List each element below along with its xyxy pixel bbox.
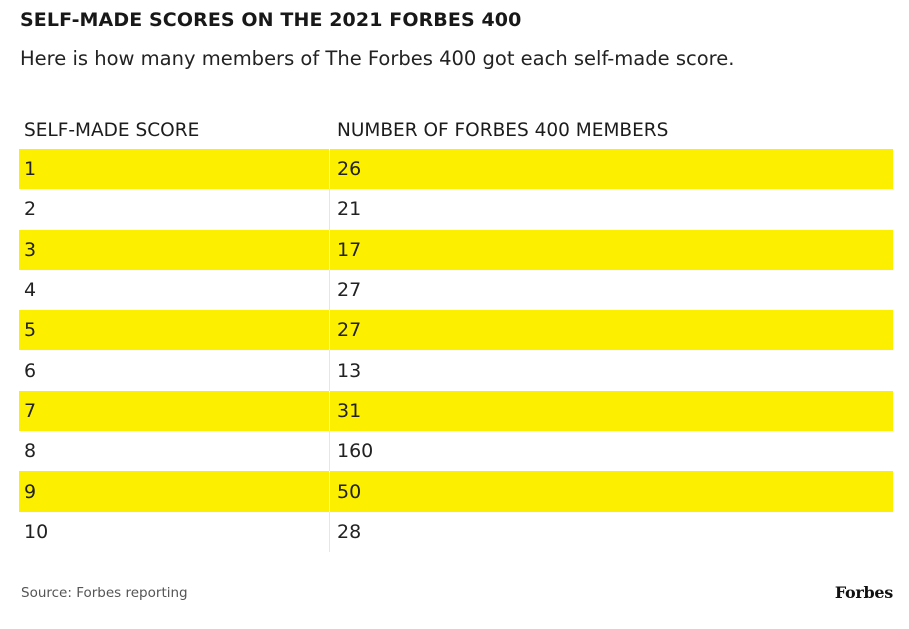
score-cell: 2: [19, 189, 330, 230]
data-table: SELF-MADE SCORE NUMBER OF FORBES 400 MEM…: [19, 112, 893, 552]
member-count-cell: 27: [337, 319, 362, 342]
table-row: 6 13: [19, 350, 893, 391]
member-count-cell: 28: [337, 520, 362, 543]
table-row: 1 26: [19, 149, 893, 190]
column-header-members: NUMBER OF FORBES 400 MEMBERS: [337, 120, 669, 141]
member-count-cell: 50: [337, 480, 362, 503]
member-count-cell: 17: [337, 238, 362, 261]
table-row: 4 27: [19, 269, 893, 311]
score-cell: 3: [19, 229, 330, 270]
member-count-cell: 13: [337, 359, 362, 382]
source-note: Source: Forbes reporting: [21, 585, 188, 601]
member-count-cell: 26: [337, 158, 362, 181]
score-cell: 4: [19, 269, 330, 311]
forbes-logo: Forbes: [834, 583, 893, 602]
score-cell: 7: [19, 390, 330, 432]
score-cell: 8: [19, 431, 330, 472]
member-count-cell: 27: [337, 279, 362, 302]
table-row: 7 31: [19, 390, 893, 432]
chart-subtitle: Here is how many members of The Forbes 4…: [20, 47, 735, 70]
score-cell: 10: [19, 511, 330, 552]
table-row: 8 160: [19, 431, 893, 472]
score-cell: 9: [19, 471, 330, 512]
score-cell: 5: [19, 310, 330, 351]
score-cell: 1: [19, 149, 330, 190]
table-row: 2 21: [19, 189, 893, 230]
score-cell: 6: [19, 350, 330, 391]
chart-title: SELF-MADE SCORES ON THE 2021 FORBES 400: [20, 9, 522, 31]
table-row: 3 17: [19, 229, 893, 270]
table-header: SELF-MADE SCORE NUMBER OF FORBES 400 MEM…: [19, 112, 893, 149]
member-count-cell: 160: [337, 440, 374, 463]
column-header-score: SELF-MADE SCORE: [24, 120, 200, 141]
table-row: 9 50: [19, 471, 893, 512]
member-count-cell: 31: [337, 399, 362, 422]
table-row: 10 28: [19, 511, 893, 552]
member-count-cell: 21: [337, 198, 362, 221]
table-body: 1 26 2 21 3 17 4 27 5 27 6 13 7 31 8 160 9 50 10 28: [19, 149, 893, 552]
table-row: 5 27: [19, 310, 893, 351]
